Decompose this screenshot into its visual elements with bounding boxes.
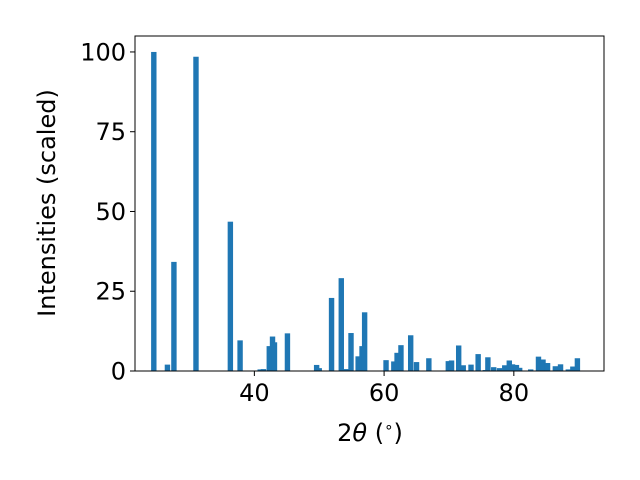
bar: [468, 364, 474, 371]
bar: [544, 363, 551, 371]
bar: [535, 356, 542, 371]
bar: [260, 369, 267, 371]
bar: [361, 312, 368, 371]
bar: [407, 335, 414, 371]
y-tick-label: 25: [95, 278, 126, 306]
bar: [413, 362, 420, 371]
y-axis-label: Intensities (scaled): [33, 89, 61, 317]
x-tick-label: 60: [369, 379, 400, 407]
bar: [513, 364, 520, 371]
bar: [348, 333, 354, 371]
y-ticks: 0 25 50 75 100: [80, 38, 135, 386]
x-axis-label: 2θ (∘): [337, 418, 403, 447]
bar: [227, 221, 234, 371]
y-tick-label: 100: [80, 38, 126, 66]
x-axis-label-degree: ∘: [384, 418, 393, 436]
bar: [506, 360, 512, 371]
x-ticks: 40 60 80: [239, 371, 529, 407]
bar: [502, 365, 508, 371]
x-tick-label: 40: [239, 379, 270, 407]
bar: [485, 357, 491, 371]
bar: [574, 358, 581, 371]
bars: [151, 51, 581, 372]
bar: [151, 51, 157, 371]
bar: [528, 369, 534, 371]
plot-frame: [134, 35, 605, 372]
bar: [237, 340, 243, 371]
bar: [557, 364, 564, 371]
bar: [455, 345, 462, 371]
bar: [445, 361, 452, 371]
bar: [338, 278, 344, 371]
x-axis-label-open: (: [367, 419, 384, 447]
bar: [284, 333, 291, 371]
bar: [316, 368, 322, 371]
y-tick-label: 50: [95, 198, 126, 226]
bar: [426, 358, 432, 371]
bar: [328, 297, 335, 371]
bar: [391, 361, 397, 371]
bar: [398, 345, 404, 371]
bar: [570, 366, 576, 371]
bar: [257, 369, 263, 371]
bar: [343, 369, 350, 371]
bar: [509, 364, 516, 371]
x-axis-label-close: ): [393, 419, 402, 447]
bar: [475, 354, 481, 371]
bar: [266, 346, 272, 371]
y-tick-label: 75: [95, 118, 126, 146]
bar: [355, 356, 361, 371]
bar: [565, 369, 572, 371]
bar: [164, 364, 171, 371]
x-tick-label: 80: [499, 379, 530, 407]
bar: [383, 360, 389, 371]
bar: [491, 367, 497, 371]
y-tick-label: 0: [111, 358, 126, 386]
bar: [516, 367, 523, 371]
x-axis-label-prefix: 2: [337, 419, 352, 447]
bar: [394, 352, 400, 371]
x-axis-label-theta: θ: [352, 419, 367, 447]
bar: [193, 56, 199, 372]
bar: [460, 365, 466, 371]
bar: [171, 261, 177, 371]
bar: [540, 359, 546, 371]
bar: [313, 364, 320, 371]
bar: [271, 342, 278, 371]
bar: [552, 366, 559, 371]
bar: [448, 360, 455, 371]
bar: [496, 368, 503, 371]
